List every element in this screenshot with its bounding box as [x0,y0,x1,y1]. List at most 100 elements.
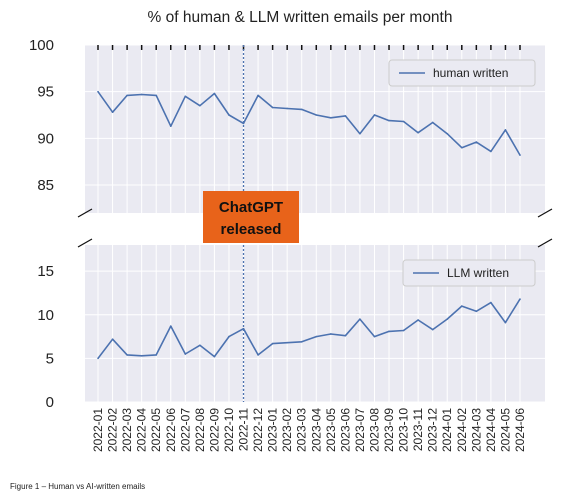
data-point [199,344,201,347]
data-point [504,321,507,324]
data-point [402,120,405,123]
x-tick-label: 2023-10 [397,408,411,452]
chart-title: % of human & LLM written emails per mont… [148,9,453,26]
data-point [271,342,274,345]
x-tick-label: 2024-02 [455,408,469,452]
data-point [359,318,361,320]
x-tick-label: 2024-05 [498,408,512,452]
data-point [300,341,303,343]
data-point [431,121,434,124]
y-tick-label: 10 [37,307,54,324]
data-point [257,354,259,356]
data-point [228,335,230,338]
data-point [300,108,303,111]
upper-panel: 85 90 95 100 human written [29,37,545,213]
legend-box [388,59,536,87]
data-point [155,94,158,97]
figure-caption: Figure 1 – Human vs AI-written emails [10,482,146,491]
x-tick-label: 2022-05 [149,408,163,452]
y-tick-label: 0 [46,394,54,411]
legend-label: human written [433,66,508,80]
data-point [155,354,158,356]
x-tick-label: 2024-03 [469,408,483,452]
legend-box [402,259,536,287]
y-tick-label: 100 [29,37,54,54]
data-point [460,146,463,149]
data-point [431,328,434,331]
axis-break-mark [77,238,93,248]
x-tick-label: 2022-12 [251,408,265,452]
data-point [446,132,449,135]
series-line-human [97,91,521,156]
x-tick-label: 2024-01 [440,408,454,452]
x-tick-label: 2022-04 [135,408,149,452]
x-tick-label: 2024-06 [513,408,527,452]
data-point [344,334,347,337]
data-point [140,354,143,357]
data-point [388,330,390,333]
x-tick-label: 2022-10 [222,408,236,452]
data-point [373,335,376,338]
data-point [286,107,288,110]
axis-break-mark [537,238,553,248]
data-point [213,92,216,95]
x-tick-label: 2022-02 [106,408,120,452]
data-point [402,329,405,332]
data-point [388,119,390,122]
annotation-box [203,191,299,243]
x-tick-label: 2022-09 [207,408,221,452]
x-tick-label: 2023-11 [411,408,425,451]
legend-label: LLM written [447,266,509,280]
data-point [344,115,347,117]
x-tick-label: 2023-08 [368,408,382,452]
axis-break-marks [77,208,553,248]
x-tick-label: 2022-01 [91,408,105,452]
chatgpt-annotation: ChatGPT released [203,45,299,402]
data-point [417,131,419,134]
x-tick-label: 2023-07 [353,408,367,452]
x-tick-label: 2023-09 [382,408,396,452]
data-point [330,333,332,335]
y-tick-label: 85 [37,177,54,194]
annotation-text-line1: ChatGPT [219,199,283,216]
series-line-llm [97,298,521,359]
x-tick-label: 2023-12 [426,408,440,452]
y-tick-label: 15 [37,263,54,280]
data-point [286,341,288,344]
data-point [446,318,449,320]
x-tick-label: 2022-07 [178,408,192,452]
data-point [111,111,114,113]
x-tick-label: 2022-06 [164,408,178,452]
data-point [126,94,128,97]
x-tick-label: 2022-11 [237,408,251,451]
data-point [111,338,114,341]
data-point [504,129,507,131]
x-tick-label: 2023-03 [295,408,309,452]
data-point [417,319,419,321]
chart: % of human & LLM written emails per mont… [29,9,553,452]
data-point [213,355,216,358]
data-point [519,154,521,156]
data-point [490,301,492,304]
data-point [184,95,187,98]
data-point [330,117,332,119]
data-point [97,357,99,360]
data-point [519,298,521,300]
x-tick-label: 2023-05 [324,408,338,452]
data-point [199,104,201,107]
axis-break-mark [537,208,553,218]
axis-break-mark [77,208,93,218]
data-point [315,335,318,338]
data-point [475,310,478,313]
annotation-text-line2: released [221,221,282,238]
data-point [460,305,463,307]
y-tick-label: 95 [37,84,54,101]
x-tick-label: 2022-08 [193,408,207,452]
x-tick-label: 2023-01 [266,408,280,452]
y-tick-label: 5 [46,350,54,367]
data-point [315,114,318,116]
data-point [373,114,376,116]
x-axis-ticks: 2022-01 2022-02 2022-03 2022-04 2022-05 2022-… [91,408,527,452]
data-point [184,353,187,355]
data-point [140,93,143,96]
